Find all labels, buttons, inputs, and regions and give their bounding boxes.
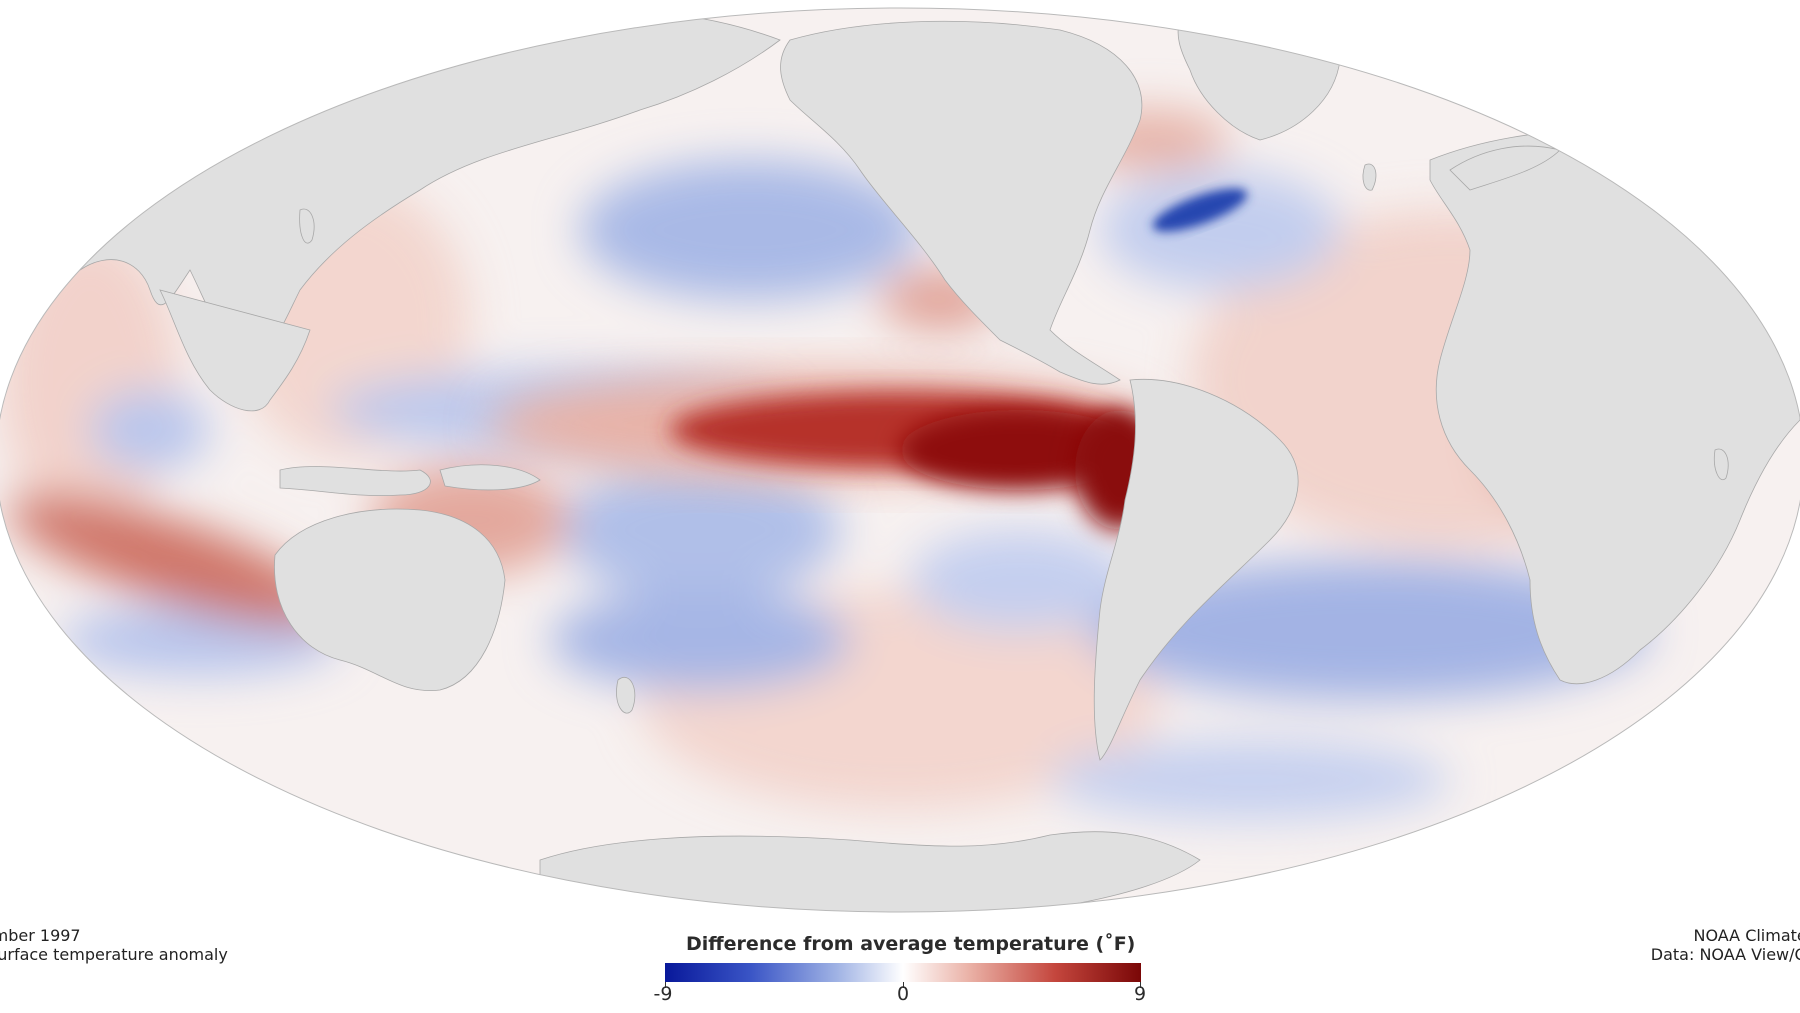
legend-title: Difference from average temperature (˚F) [686,933,1136,955]
gulf-stream-cool [1152,188,1248,232]
globe-outline [0,7,1800,913]
legend-tick-min [665,982,666,988]
new-zealand [616,677,636,714]
caption-date-variable: cember 1997 a surface temperature anomal… [0,926,228,964]
uk-islands [1362,163,1377,191]
caption-credit: NOAA Climate.g Data: NOAA View/OIS [1651,926,1800,964]
australia-landmass [274,508,506,692]
north-america-landmass [780,20,1143,385]
land-masses [59,9,1800,912]
caption-data-source: Data: NOAA View/OIS [1650,945,1800,964]
caption-variable: a surface temperature anomaly [0,945,228,964]
legend-tick-max [1140,982,1141,988]
el-nino-warm-tongue [490,370,1165,530]
legend-label-max: 9 [1133,983,1147,1005]
caption-source: NOAA Climate.g [1693,926,1800,945]
antarctica-landmass [539,831,1201,912]
new-guinea [439,464,541,491]
legend-color-bar [665,963,1141,982]
indonesia-islands [279,466,431,497]
south-america-landmass [1093,378,1299,761]
legend-label-min: -9 [653,983,673,1005]
madagascar [1713,448,1729,481]
japan-islands [299,208,315,244]
caption-date: cember 1997 [0,926,81,945]
legend-label-mid: 0 [896,983,910,1005]
legend-tick-mid [903,982,904,988]
se-asia-landmass [159,289,311,412]
